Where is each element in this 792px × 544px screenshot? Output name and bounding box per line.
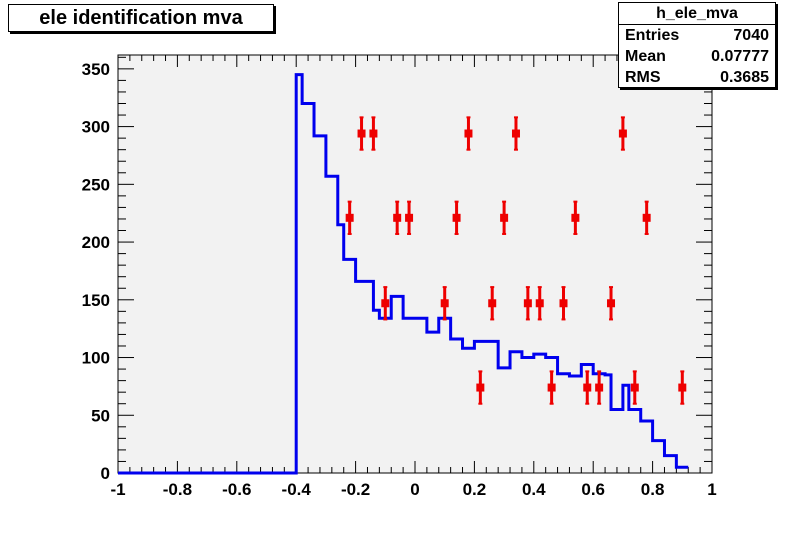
- point-marker: [559, 299, 568, 308]
- point-marker: [393, 213, 402, 222]
- data-point: [452, 200, 461, 235]
- data-point: [547, 370, 556, 405]
- point-marker: [345, 213, 354, 222]
- stats-row-mean: Mean 0.07777: [619, 46, 775, 67]
- point-marker: [381, 299, 390, 308]
- histogram-line: [118, 73, 689, 475]
- data-point: [678, 370, 687, 405]
- point-marker: [369, 129, 378, 138]
- data-point: [559, 286, 568, 321]
- title-box: ele identification mva: [8, 4, 274, 32]
- data-point: [523, 286, 532, 321]
- point-marker: [405, 213, 414, 222]
- x-tick-label: 0.4: [522, 480, 546, 499]
- data-point: [405, 200, 414, 235]
- y-tick-label: 50: [91, 406, 110, 425]
- data-point: [618, 116, 627, 151]
- x-tick-label: -0.4: [282, 480, 312, 499]
- data-point: [345, 200, 354, 235]
- data-point: [630, 370, 639, 405]
- data-point: [381, 286, 390, 321]
- data-point: [440, 286, 449, 321]
- y-tick-label: 0: [101, 464, 110, 483]
- stats-label: Mean: [625, 47, 666, 65]
- data-point: [571, 200, 580, 235]
- data-point: [357, 116, 366, 151]
- x-tick-label: -1: [110, 480, 125, 499]
- stats-value: 7040: [733, 26, 769, 44]
- point-marker: [357, 129, 366, 138]
- stats-box: h_ele_mva Entries 7040 Mean 0.07777 RMS …: [618, 2, 776, 88]
- point-marker: [595, 383, 604, 392]
- x-tick-label: 0: [410, 480, 419, 499]
- point-marker: [523, 299, 532, 308]
- data-point: [369, 116, 378, 151]
- y-tick-label: 150: [82, 291, 110, 310]
- point-marker: [678, 383, 687, 392]
- point-marker: [452, 213, 461, 222]
- stats-row-entries: Entries 7040: [619, 25, 775, 46]
- data-point: [642, 200, 651, 235]
- y-tick-label: 300: [82, 118, 110, 137]
- stats-label: Entries: [625, 26, 680, 44]
- data-point: [595, 370, 604, 405]
- data-point: [500, 200, 509, 235]
- y-tick-label: 200: [82, 233, 110, 252]
- x-tick-label: -0.2: [341, 480, 370, 499]
- point-marker: [464, 129, 473, 138]
- point-marker: [547, 383, 556, 392]
- y-tick-label: 100: [82, 349, 110, 368]
- stats-row-rms: RMS 0.3685: [619, 67, 775, 88]
- chart-title: ele identification mva: [39, 6, 243, 29]
- data-point: [464, 116, 473, 151]
- point-marker: [476, 383, 485, 392]
- data-point: [511, 116, 520, 151]
- x-tick-label: -0.8: [163, 480, 192, 499]
- data-point: [607, 286, 616, 321]
- point-marker: [607, 299, 616, 308]
- series-layer: [118, 73, 689, 475]
- x-tick-label: 0.6: [581, 480, 605, 499]
- data-point: [535, 286, 544, 321]
- y-tick-label: 250: [82, 175, 110, 194]
- y-tick-label: 350: [82, 60, 110, 79]
- point-marker: [440, 299, 449, 308]
- x-tick-label: 1: [707, 480, 716, 499]
- data-point: [583, 370, 592, 405]
- point-marker: [511, 129, 520, 138]
- stats-name: h_ele_mva: [619, 3, 775, 25]
- point-marker: [500, 213, 509, 222]
- stats-value: 0.3685: [720, 68, 769, 86]
- point-marker: [571, 213, 580, 222]
- stats-label: RMS: [625, 68, 661, 86]
- data-point: [476, 370, 485, 405]
- axes: -1 -0.8 -0.6 -0.4 -0.2 0 0.2 0.4 0.6 0.8 1 0 50 100 15…: [82, 55, 717, 499]
- point-marker: [535, 299, 544, 308]
- x-tick-label: 0.2: [463, 480, 487, 499]
- point-marker: [618, 129, 627, 138]
- point-marker: [630, 383, 639, 392]
- stats-value: 0.07777: [711, 47, 769, 65]
- plot-frame: [117, 54, 713, 474]
- data-point: [393, 200, 402, 235]
- point-marker: [583, 383, 592, 392]
- x-tick-label: 0.8: [641, 480, 665, 499]
- point-marker: [642, 213, 651, 222]
- x-tick-label: -0.6: [222, 480, 251, 499]
- data-point: [488, 286, 497, 321]
- point-marker: [488, 299, 497, 308]
